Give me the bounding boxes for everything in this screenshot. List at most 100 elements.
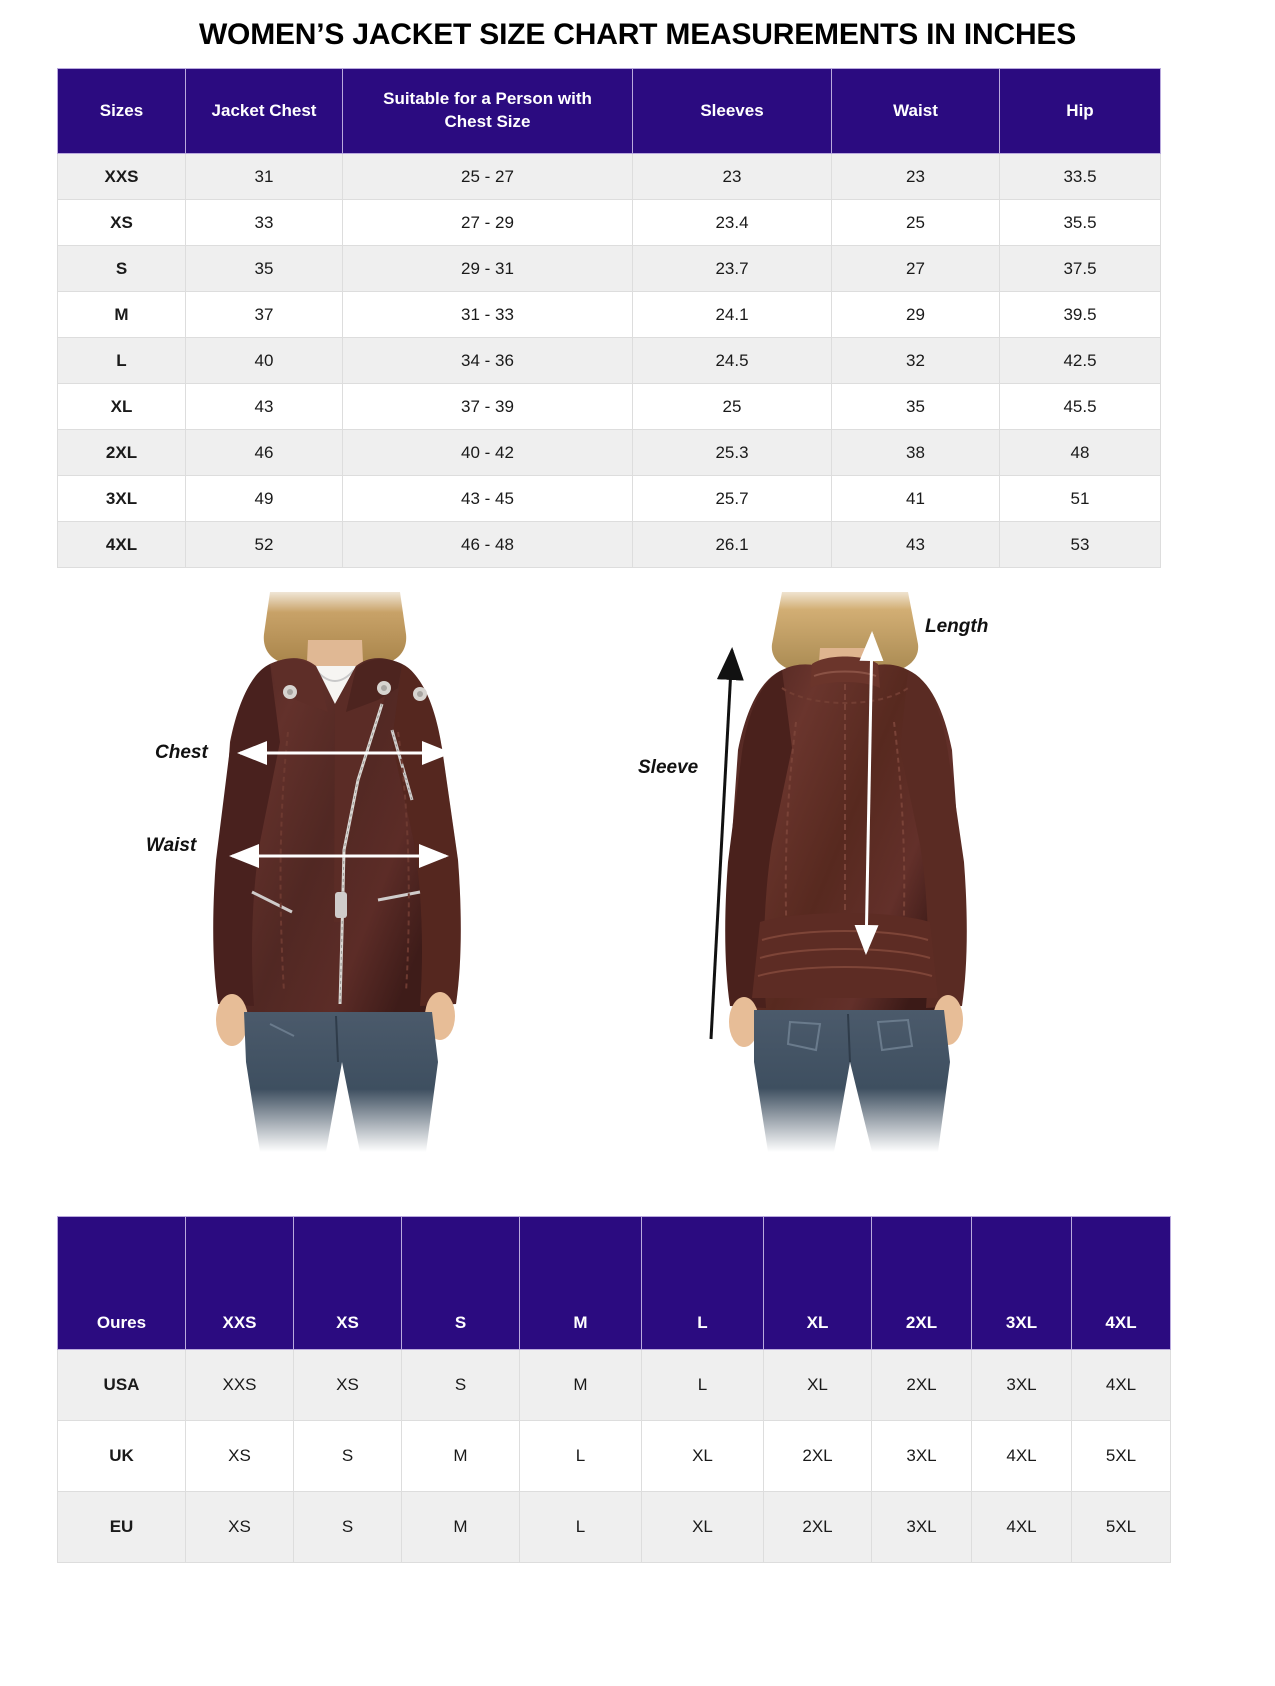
cell-size: XXS [185,1349,294,1421]
jacket-illustration-area [0,592,1275,1152]
col-header-person-chest: Suitable for a Person with Chest Size [342,68,633,154]
cell-hip: 45.5 [999,383,1161,430]
cell-size: S [57,245,186,292]
cell-size: M [401,1420,520,1492]
table-header-row: Oures XXS XS S M L XL 2XL 3XL 4XL [57,1216,1171,1350]
cell-sleeves: 24.5 [632,337,832,384]
measurements-table: Sizes Jacket Chest Suitable for a Person… [57,68,1161,568]
cell-person-chest: 25 - 27 [342,153,633,200]
cell-jacket-chest: 33 [185,199,343,246]
table-row: M 37 31 - 33 24.1 29 39.5 [57,291,1161,338]
cell-hip: 33.5 [999,153,1161,200]
cell-person-chest: 29 - 31 [342,245,633,292]
col-header-sizes: Sizes [57,68,186,154]
cell-size: 4XL [57,521,186,568]
cell-region: EU [57,1491,186,1563]
col-header-3xl: 3XL [971,1216,1072,1350]
size-conversion-table: Oures XXS XS S M L XL 2XL 3XL 4XL USA XX… [57,1216,1171,1563]
cell-waist: 43 [831,521,1000,568]
cell-person-chest: 27 - 29 [342,199,633,246]
cell-hip: 35.5 [999,199,1161,246]
col-header-4xl: 4XL [1071,1216,1171,1350]
cell-jacket-chest: 46 [185,429,343,476]
cell-size: L [519,1491,642,1563]
col-header-person-chest-line1: Suitable for a Person with [383,89,592,109]
cell-size: 4XL [971,1491,1072,1563]
cell-person-chest: 31 - 33 [342,291,633,338]
col-header-m: M [519,1216,642,1350]
cell-size: L [641,1349,764,1421]
cell-jacket-chest: 35 [185,245,343,292]
cell-sleeves: 24.1 [632,291,832,338]
col-header-person-chest-line2: Chest Size [444,112,531,131]
cell-jacket-chest: 43 [185,383,343,430]
cell-hip: 48 [999,429,1161,476]
table-row: EU XS S M L XL 2XL 3XL 4XL 5XL [57,1491,1171,1563]
col-header-oures: Oures [57,1216,186,1350]
cell-person-chest: 46 - 48 [342,521,633,568]
cell-size: XXS [57,153,186,200]
cell-size: L [519,1420,642,1492]
cell-jacket-chest: 31 [185,153,343,200]
table-row: 4XL 52 46 - 48 26.1 43 53 [57,521,1161,568]
col-header-jacket-chest: Jacket Chest [185,68,343,154]
page-title: WOMEN’S JACKET SIZE CHART MEASUREMENTS I… [198,18,1077,51]
cell-size: 5XL [1071,1491,1171,1563]
cell-jacket-chest: 49 [185,475,343,522]
cell-hip: 39.5 [999,291,1161,338]
table-row: 3XL 49 43 - 45 25.7 41 51 [57,475,1161,522]
cell-sleeves: 23.4 [632,199,832,246]
cell-size: M [57,291,186,338]
table-row: L 40 34 - 36 24.5 32 42.5 [57,337,1161,384]
cell-size: M [519,1349,642,1421]
cell-size: 2XL [57,429,186,476]
cell-size: 3XL [57,475,186,522]
cell-waist: 41 [831,475,1000,522]
cell-sleeves: 26.1 [632,521,832,568]
cell-jacket-chest: 40 [185,337,343,384]
cell-size: S [401,1349,520,1421]
cell-person-chest: 34 - 36 [342,337,633,384]
cell-size: XS [185,1420,294,1492]
table-row: USA XXS XS S M L XL 2XL 3XL 4XL [57,1349,1171,1421]
cell-waist: 23 [831,153,1000,200]
cell-size: 3XL [971,1349,1072,1421]
cell-waist: 25 [831,199,1000,246]
jacket-back-view [630,592,1060,1152]
cell-sleeves: 25.7 [632,475,832,522]
jacket-back-image [725,592,967,1152]
cell-size: XL [641,1420,764,1492]
cell-size: 3XL [871,1491,972,1563]
cell-hip: 37.5 [999,245,1161,292]
cell-person-chest: 40 - 42 [342,429,633,476]
cell-size: XL [763,1349,872,1421]
cell-size: 2XL [763,1491,872,1563]
cell-size: XS [185,1491,294,1563]
cell-waist: 32 [831,337,1000,384]
cell-region: USA [57,1349,186,1421]
col-header-sleeves: Sleeves [632,68,832,154]
cell-size: XS [293,1349,402,1421]
table-row: XL 43 37 - 39 25 35 45.5 [57,383,1161,430]
cell-size: S [293,1420,402,1492]
table-row: XS 33 27 - 29 23.4 25 35.5 [57,199,1161,246]
col-header-xs: XS [293,1216,402,1350]
jacket-front-image [213,592,461,1152]
cell-size: XS [57,199,186,246]
cell-size: S [293,1491,402,1563]
cell-size: 2XL [871,1349,972,1421]
cell-jacket-chest: 52 [185,521,343,568]
table-row: S 35 29 - 31 23.7 27 37.5 [57,245,1161,292]
cell-person-chest: 43 - 45 [342,475,633,522]
col-header-hip: Hip [999,68,1161,154]
cell-hip: 42.5 [999,337,1161,384]
cell-sleeves: 23.7 [632,245,832,292]
cell-size: 4XL [1071,1349,1171,1421]
cell-waist: 38 [831,429,1000,476]
cell-size: XL [57,383,186,430]
table-row: 2XL 46 40 - 42 25.3 38 48 [57,429,1161,476]
table-row: UK XS S M L XL 2XL 3XL 4XL 5XL [57,1420,1171,1492]
cell-region: UK [57,1420,186,1492]
cell-waist: 27 [831,245,1000,292]
col-header-l: L [641,1216,764,1350]
